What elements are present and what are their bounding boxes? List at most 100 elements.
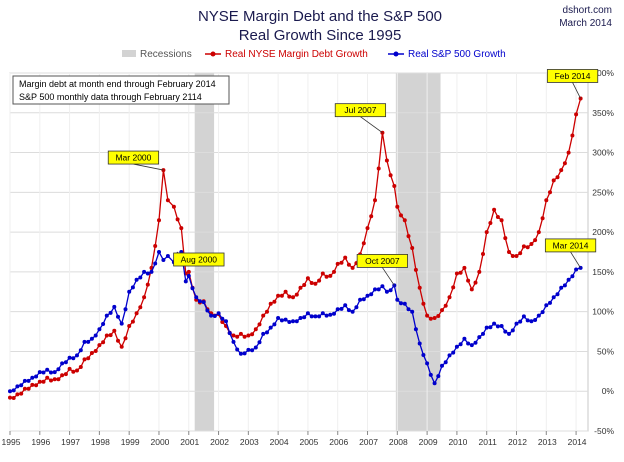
series-point bbox=[78, 348, 83, 353]
series-point bbox=[492, 207, 497, 212]
series-point bbox=[376, 166, 381, 171]
series-point bbox=[559, 168, 564, 173]
recession-bands bbox=[194, 73, 441, 431]
series-point bbox=[454, 271, 459, 276]
x-axis-ticks: 1995 1996 1997 1998 1999 2000 2001 2002 2003 2004… bbox=[2, 431, 587, 447]
series-point bbox=[212, 314, 217, 318]
series-point bbox=[19, 383, 24, 388]
series-point bbox=[335, 261, 340, 266]
series-point bbox=[324, 274, 329, 279]
series-point bbox=[26, 378, 31, 383]
x-tick-label: 2002 bbox=[210, 437, 229, 447]
series-point bbox=[142, 269, 147, 274]
series-point bbox=[78, 365, 83, 369]
series-point bbox=[101, 322, 106, 326]
series-point bbox=[49, 378, 53, 383]
series-point bbox=[19, 391, 24, 396]
series-point bbox=[134, 311, 139, 316]
series-point bbox=[279, 293, 284, 298]
series-point bbox=[469, 343, 474, 348]
series-point bbox=[443, 360, 448, 365]
series-point bbox=[104, 313, 109, 318]
series-point bbox=[451, 285, 456, 290]
series-point bbox=[466, 278, 471, 283]
series-point bbox=[183, 279, 188, 284]
source-site: dshort.com bbox=[563, 5, 612, 16]
series-point bbox=[436, 374, 441, 379]
series-point bbox=[451, 350, 456, 355]
series-point bbox=[257, 340, 262, 345]
series-point bbox=[231, 333, 236, 338]
x-tick-label: 2014 bbox=[568, 437, 587, 447]
series-point bbox=[559, 285, 564, 290]
series-point bbox=[570, 274, 575, 279]
series-point bbox=[388, 173, 393, 178]
series-point bbox=[127, 324, 132, 328]
series-point bbox=[388, 288, 393, 293]
series-point bbox=[201, 300, 206, 305]
legend-margin-marker bbox=[210, 51, 216, 57]
series-point bbox=[287, 320, 292, 324]
series-point bbox=[60, 361, 65, 366]
series-point bbox=[157, 250, 161, 254]
series-point bbox=[361, 297, 366, 302]
series-point bbox=[313, 314, 318, 319]
callout: Jul 2007 bbox=[334, 103, 387, 133]
callout-label: Jul 2007 bbox=[344, 105, 376, 115]
series-point bbox=[63, 372, 68, 377]
series-point bbox=[503, 329, 508, 334]
series-point bbox=[410, 309, 415, 314]
series-point bbox=[294, 292, 299, 297]
series-point bbox=[380, 284, 385, 289]
callout: Mar 2014 bbox=[544, 238, 597, 269]
series-point bbox=[231, 339, 236, 344]
series-point bbox=[130, 319, 135, 324]
series-point bbox=[507, 250, 511, 254]
series-point bbox=[116, 338, 120, 343]
series-point bbox=[190, 286, 195, 291]
series-point bbox=[481, 252, 485, 256]
callout-label: Aug 2000 bbox=[181, 255, 218, 265]
series-point bbox=[291, 319, 295, 324]
series-point bbox=[224, 319, 228, 324]
series-point bbox=[488, 325, 493, 330]
series-point bbox=[45, 367, 50, 372]
series-point bbox=[309, 281, 314, 285]
series-point bbox=[63, 360, 68, 365]
series-point bbox=[384, 158, 389, 163]
series-point bbox=[533, 318, 538, 322]
series-point bbox=[238, 331, 243, 336]
x-tick-label: 2007 bbox=[359, 437, 378, 447]
series-point bbox=[346, 308, 351, 313]
series-point bbox=[157, 218, 161, 223]
callout: Oct 2007 bbox=[356, 254, 408, 286]
series-point bbox=[276, 293, 281, 298]
series-point bbox=[529, 319, 534, 324]
series-point bbox=[417, 341, 422, 346]
legend: Recessions Real NYSE Margin Debt Growth … bbox=[122, 49, 506, 60]
series-point bbox=[425, 313, 430, 318]
series-point bbox=[186, 273, 191, 278]
y-tick-label: -50% bbox=[594, 426, 614, 436]
series-point bbox=[313, 281, 318, 286]
series-point bbox=[130, 285, 135, 290]
series-point bbox=[104, 333, 109, 338]
series-point bbox=[492, 321, 497, 326]
series-point bbox=[574, 112, 579, 117]
callout-pointer bbox=[570, 251, 581, 269]
callout: Mar 2000 bbox=[107, 150, 164, 171]
series-point bbox=[309, 314, 314, 319]
series-point bbox=[34, 374, 39, 379]
series-point bbox=[75, 353, 79, 358]
series-point bbox=[119, 344, 124, 349]
series-point bbox=[484, 325, 489, 330]
series-point bbox=[432, 316, 437, 320]
series-point bbox=[574, 267, 579, 272]
series-point bbox=[395, 297, 400, 302]
series-point bbox=[495, 324, 500, 329]
series-point bbox=[525, 245, 530, 250]
series-point bbox=[562, 283, 567, 288]
series-point bbox=[276, 316, 281, 320]
series-point bbox=[15, 384, 20, 389]
